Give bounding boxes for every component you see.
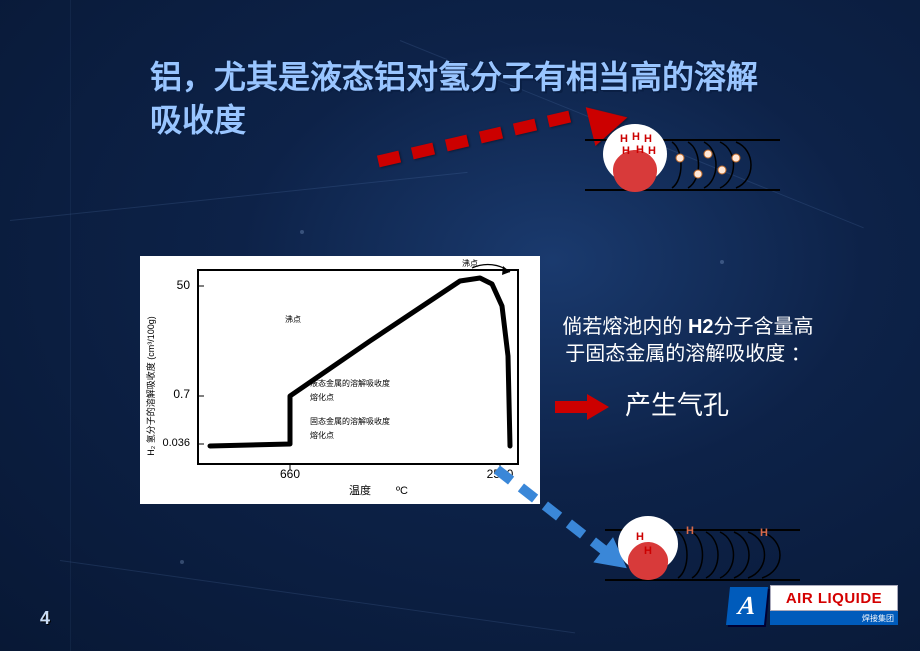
arrow-red-small-icon	[555, 394, 609, 420]
svg-text:液态金属的溶解吸收度: 液态金属的溶解吸收度	[310, 378, 390, 388]
logo-mark-icon: A	[726, 587, 768, 625]
svg-text:熔化点: 熔化点	[310, 392, 334, 402]
svg-text:H: H	[644, 133, 652, 145]
svg-text:H: H	[686, 525, 694, 537]
desc-h2: H2	[688, 316, 714, 338]
svg-text:固态金属的溶解吸收度: 固态金属的溶解吸收度	[310, 416, 390, 426]
desc-part-a: 倘若熔池内的	[562, 316, 688, 338]
svg-text:H: H	[760, 527, 768, 539]
arrow-red-dashed	[378, 95, 613, 175]
svg-text:H: H	[636, 144, 644, 156]
svg-text:H: H	[632, 131, 640, 143]
svg-text:ºC: ºC	[396, 485, 408, 497]
svg-text:50: 50	[177, 278, 191, 292]
solubility-chart: H₂ 氢分子的溶解吸收度 (cm³/100g) 50 0.7 0.036 660…	[140, 256, 540, 504]
logo-subtext: 焊接集团	[770, 611, 898, 625]
weld-diagram-top: H H H H H H	[580, 120, 790, 210]
svg-text:熔化点: 熔化点	[310, 430, 334, 440]
svg-text:H: H	[622, 145, 630, 157]
description-text: 倘若熔池内的 H2分子含量高于固态金属的溶解吸收度 ：	[553, 314, 823, 368]
svg-text:沸点: 沸点	[462, 258, 478, 268]
porosity-label: 产生气孔	[625, 385, 729, 422]
svg-text:温度: 温度	[349, 483, 371, 497]
chart-y-label: H₂ 氢分子的溶解吸收度 (cm³/100g)	[145, 316, 156, 456]
page-number: 4	[40, 608, 50, 629]
svg-text:H: H	[648, 145, 656, 157]
svg-text:0.036: 0.036	[162, 437, 190, 449]
svg-text:H: H	[620, 133, 628, 145]
brand-logo: A AIR LIQUIDE 焊接集团	[728, 583, 898, 627]
svg-text:0.7: 0.7	[173, 387, 190, 401]
svg-text:H: H	[636, 531, 644, 543]
logo-text: AIR LIQUIDE	[770, 585, 898, 611]
svg-text:H: H	[644, 545, 652, 557]
svg-text:沸点: 沸点	[285, 314, 301, 324]
